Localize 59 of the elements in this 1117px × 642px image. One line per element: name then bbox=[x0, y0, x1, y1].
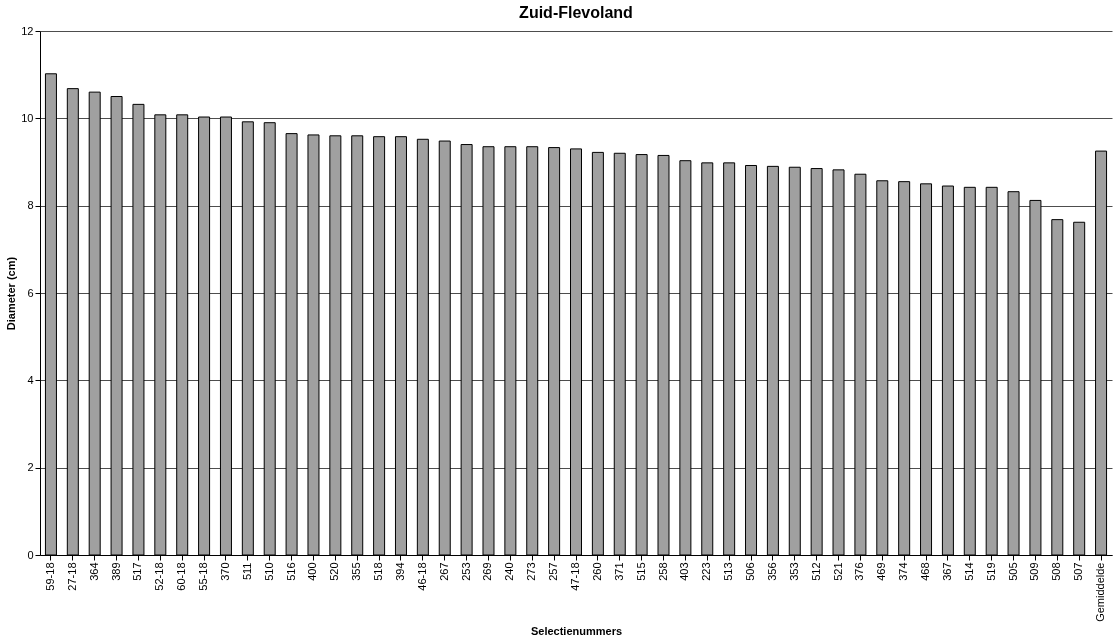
y-tick-label: 4 bbox=[27, 373, 34, 386]
x-tick-label: 55-18 bbox=[197, 562, 210, 591]
x-tick-label: 59-18 bbox=[43, 562, 56, 591]
x-tick-label: 367 bbox=[940, 562, 953, 581]
x-tick-label: 253 bbox=[459, 562, 472, 581]
x-tick-label: 512 bbox=[809, 562, 822, 581]
x-tick-label: 514 bbox=[962, 562, 975, 581]
x-tick-label: 273 bbox=[525, 562, 538, 581]
x-tick-label: 516 bbox=[284, 562, 297, 581]
x-tick-label: 52-18 bbox=[153, 562, 166, 591]
x-tick-label: 518 bbox=[372, 562, 385, 581]
x-tick-label: 506 bbox=[744, 562, 757, 581]
x-tick-label: 510 bbox=[262, 562, 275, 581]
x-tick-label: 370 bbox=[218, 562, 231, 581]
x-tick-label: 508 bbox=[1050, 562, 1063, 581]
y-tick-label: 8 bbox=[27, 199, 34, 212]
x-tick-label: 394 bbox=[393, 562, 406, 581]
x-tick-label: 267 bbox=[437, 562, 450, 581]
x-tick-label: 47-18 bbox=[569, 562, 581, 591]
x-tick-label: Gemiddelde bbox=[1094, 562, 1107, 622]
x-tick-label: 403 bbox=[678, 562, 691, 581]
x-tick-label: 521 bbox=[831, 562, 844, 581]
x-tick-label: 374 bbox=[897, 562, 910, 581]
y-tick-label: 10 bbox=[21, 111, 34, 124]
y-axis-title: Diameter (cm) bbox=[5, 256, 18, 331]
x-tick-label: 356 bbox=[765, 562, 778, 581]
x-tick-label: 509 bbox=[1028, 562, 1041, 581]
x-tick-label: 60-18 bbox=[175, 562, 188, 591]
x-tick-label: 269 bbox=[481, 562, 494, 581]
x-tick-label: 258 bbox=[656, 562, 669, 581]
x-tick-label: 515 bbox=[634, 562, 647, 581]
x-tick-label: 517 bbox=[131, 562, 144, 581]
y-tick-label: 12 bbox=[21, 24, 34, 37]
x-tick-label: 240 bbox=[503, 562, 516, 581]
y-tick-label: 2 bbox=[27, 461, 34, 474]
x-tick-label: 389 bbox=[109, 562, 122, 581]
x-tick-label: 468 bbox=[919, 562, 932, 581]
x-tick-label: 520 bbox=[328, 562, 341, 581]
x-tick-label: 511 bbox=[240, 562, 253, 581]
x-tick-label: 505 bbox=[1006, 562, 1019, 581]
x-tick-label: 27-18 bbox=[65, 562, 78, 591]
x-tick-label: 364 bbox=[87, 562, 100, 581]
y-tick-label: 0 bbox=[27, 548, 34, 561]
x-tick-label: 519 bbox=[984, 562, 997, 581]
x-tick-label: 353 bbox=[787, 562, 800, 581]
x-tick-label: 507 bbox=[1072, 562, 1085, 581]
x-tick-label: 400 bbox=[306, 562, 319, 581]
y-tick-label: 6 bbox=[27, 286, 34, 299]
x-tick-label: 355 bbox=[350, 562, 363, 581]
chart-title: Zuid-Flevoland bbox=[519, 4, 633, 21]
x-tick-label: 376 bbox=[853, 562, 866, 581]
x-tick-label: 46-18 bbox=[415, 562, 428, 591]
x-tick-label: 371 bbox=[612, 562, 625, 581]
x-tick-label: 223 bbox=[700, 562, 713, 581]
x-tick-label: 469 bbox=[875, 562, 888, 581]
x-tick-label: 260 bbox=[590, 562, 603, 581]
x-axis-title: Selectienummers bbox=[530, 624, 623, 637]
x-tick-label: 513 bbox=[722, 562, 735, 581]
x-tick-label: 257 bbox=[547, 562, 560, 581]
